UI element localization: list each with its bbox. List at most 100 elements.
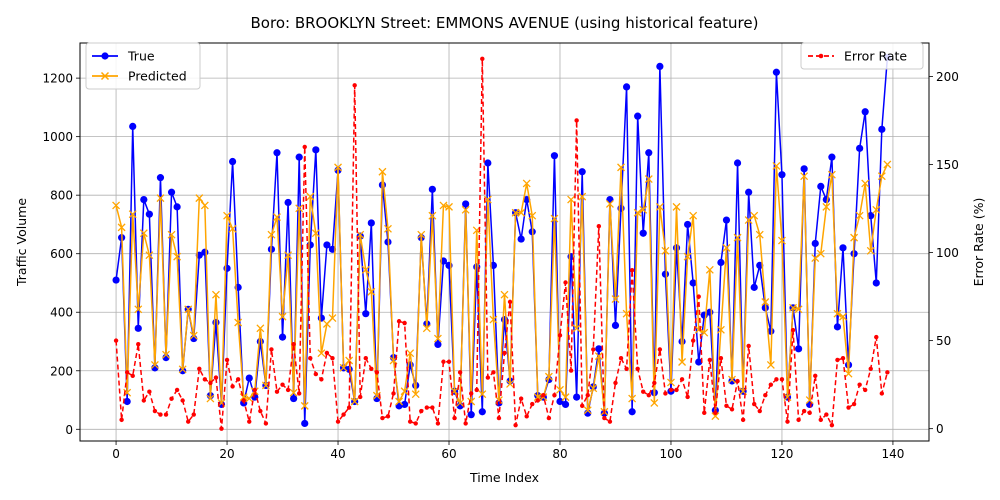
error-rate-point [574, 118, 579, 123]
error-rate-point [596, 223, 602, 229]
predicted-point [583, 406, 592, 415]
true-point [561, 400, 570, 409]
predicted-point [877, 172, 886, 181]
error-rate-series-path [115, 58, 889, 429]
error-rate-point [235, 377, 241, 382]
legend-right: Error Rate [800, 42, 924, 70]
error-rate-point [513, 422, 518, 428]
error-rate-point [213, 375, 219, 380]
predicted-point [811, 254, 820, 263]
predicted-point [678, 358, 687, 366]
error-rate-point [557, 333, 563, 338]
error-rate-point [346, 405, 352, 410]
error-rate-point [419, 408, 424, 414]
error-rate-point [174, 387, 180, 393]
true-point [695, 358, 703, 366]
x-tick-label: 80 [552, 447, 567, 461]
error-rate-point [352, 83, 357, 88]
x-tick-label: 100 [660, 447, 683, 461]
true-point [878, 125, 886, 133]
error-rate-point [868, 366, 873, 371]
error-rate-point [369, 366, 374, 371]
legend-right-box [800, 42, 924, 70]
chart-title: Boro: BROOKLYN Street: EMMONS AVENUE (us… [251, 14, 759, 32]
predicted-point [661, 246, 670, 255]
predicted-point [439, 201, 448, 210]
y2-axis-ticks: 0 50 100 150 200 [929, 70, 959, 436]
error-rate-point [396, 319, 402, 324]
series-error-rate-line [113, 56, 890, 431]
predicted-point [211, 290, 220, 299]
error-rate-point [130, 373, 135, 379]
true-point [556, 397, 564, 406]
error-rate-point [119, 417, 124, 423]
error-rate-point [879, 391, 885, 396]
error-rate-point [718, 356, 724, 361]
plot-frame [79, 42, 930, 442]
error-rate-point [291, 341, 296, 347]
error-rate-point [269, 347, 274, 352]
error-rate-point [285, 387, 291, 393]
true-point [228, 157, 237, 166]
true-point [123, 397, 131, 406]
error-rate-point [136, 341, 141, 347]
error-rate-point [779, 377, 785, 382]
predicted-point [384, 224, 392, 233]
predicted-point [422, 324, 431, 333]
predicted-point [544, 372, 553, 381]
predicted-point [700, 328, 709, 337]
true-point [312, 146, 320, 154]
predicted-point [694, 325, 703, 334]
error-rate-point [740, 417, 746, 423]
error-rate-point [330, 356, 335, 361]
true-point [811, 239, 819, 248]
error-rate-point [635, 366, 640, 371]
error-rate-point [796, 417, 801, 423]
error-rate-point [485, 375, 491, 380]
error-rate-point [197, 366, 202, 371]
error-rate-point [274, 389, 280, 394]
predicted-point [278, 312, 287, 321]
predicted-point [350, 397, 359, 406]
true-point [462, 200, 470, 208]
error-rate-point [530, 401, 535, 407]
predicted-point [611, 295, 620, 304]
error-rate-point [186, 419, 191, 424]
predicted-point [861, 179, 870, 188]
true-point [301, 419, 309, 428]
predicted-point [345, 356, 354, 365]
error-rate-point [657, 347, 663, 352]
true-point [295, 153, 303, 161]
true-point [828, 153, 836, 161]
true-point [817, 182, 825, 190]
error-rate-point [735, 378, 740, 384]
true-point [778, 171, 786, 179]
predicted-point [206, 394, 215, 403]
predicted-point [300, 401, 309, 410]
error-rate-point [690, 338, 696, 343]
true-point [595, 345, 603, 353]
legend-predicted-marker [100, 71, 110, 81]
error-rate-point [247, 419, 252, 424]
error-rate-point [313, 371, 319, 377]
error-rate-point [752, 401, 757, 407]
legend-left: True Predicted [85, 42, 201, 90]
predicted-point [772, 161, 781, 170]
error-rate-point [724, 403, 729, 408]
predicted-point [134, 305, 143, 314]
error-rate-point [846, 405, 851, 410]
error-rate-point [618, 356, 624, 361]
predicted-point [145, 251, 154, 260]
error-rate-point [219, 426, 224, 431]
predicted-point [228, 224, 237, 233]
predicted-point [605, 199, 614, 208]
predicted-point [744, 216, 753, 225]
error-rate-point [241, 398, 246, 403]
x-tick-label: 120 [770, 447, 793, 461]
error-rate-point [535, 398, 540, 403]
predicted-point [317, 349, 326, 358]
true-point [256, 337, 264, 346]
error-rate-point [624, 366, 629, 371]
predicted-point [750, 211, 759, 220]
